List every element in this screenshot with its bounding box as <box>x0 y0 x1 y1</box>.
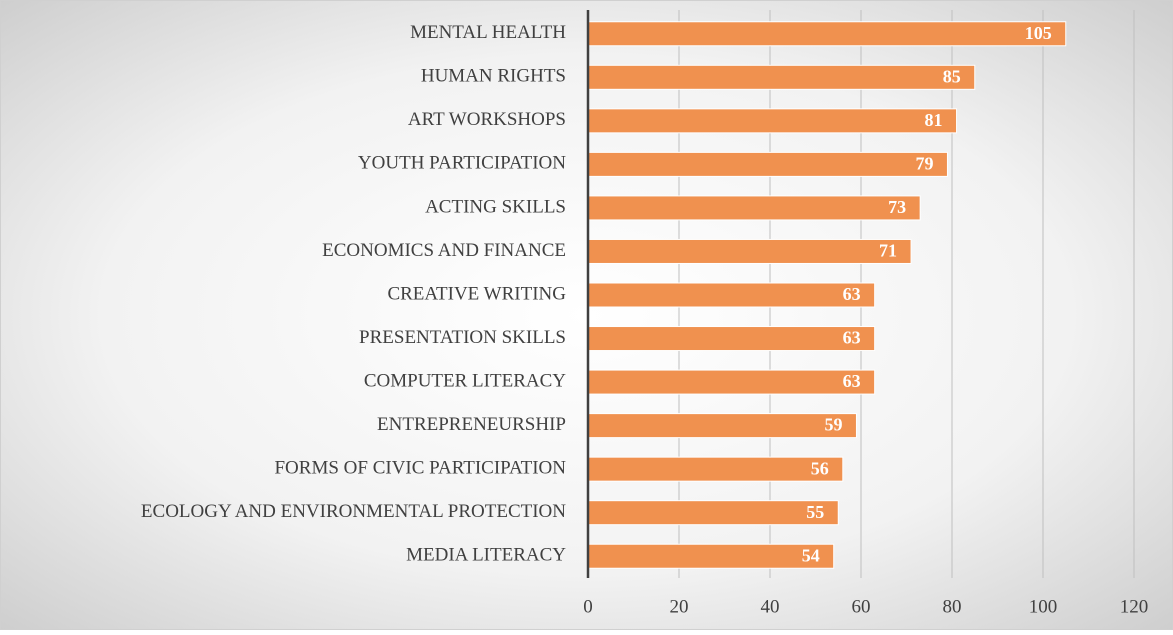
y-tick-label: COMPUTER LITERACY <box>364 370 566 391</box>
bar <box>587 195 921 221</box>
y-tick-label: HUMAN RIGHTS <box>421 66 566 87</box>
y-tick-label: ECOLOGY AND ENVIRONMENTAL PROTECTION <box>141 501 566 522</box>
bar <box>587 543 835 569</box>
value-label: 55 <box>806 502 824 522</box>
x-tick-label: 20 <box>670 596 689 617</box>
bar <box>587 21 1067 47</box>
bar <box>587 151 948 177</box>
value-label: 54 <box>802 545 820 565</box>
bar <box>587 500 839 526</box>
value-label: 71 <box>879 241 897 261</box>
value-label: 63 <box>843 371 861 391</box>
bar <box>587 369 876 395</box>
value-label: 63 <box>843 284 861 304</box>
bar <box>587 64 976 90</box>
x-tick-label: 60 <box>852 596 871 617</box>
bar <box>587 238 912 264</box>
y-tick-label: ACTING SKILLS <box>425 196 566 217</box>
x-tick-label: 0 <box>583 596 593 617</box>
x-tick-label: 40 <box>761 596 780 617</box>
value-label: 63 <box>843 328 861 348</box>
bar <box>587 282 876 308</box>
bar <box>587 326 876 352</box>
bar <box>587 413 857 439</box>
x-tick-label: 80 <box>943 596 962 617</box>
y-tick-label: ART WORKSHOPS <box>408 109 566 130</box>
value-label: 73 <box>888 197 906 217</box>
x-tick-label: 120 <box>1120 596 1149 617</box>
value-label: 56 <box>811 458 829 478</box>
y-tick-label: FORMS OF CIVIC PARTICIPATION <box>274 458 566 479</box>
bar <box>587 456 844 482</box>
y-tick-label: ENTREPRENEURSHIP <box>377 414 566 435</box>
value-label: 85 <box>943 66 961 86</box>
value-label: 79 <box>915 154 933 174</box>
x-tick-label: 100 <box>1029 596 1058 617</box>
value-label: 105 <box>1025 23 1052 43</box>
y-tick-label: PRESENTATION SKILLS <box>359 327 566 348</box>
y-tick-label: CREATIVE WRITING <box>387 283 566 304</box>
value-label: 81 <box>925 110 943 130</box>
y-tick-label: MENTAL HEALTH <box>410 22 566 43</box>
value-label: 59 <box>824 415 842 435</box>
bar <box>587 108 958 134</box>
y-tick-label: ECONOMICS AND FINANCE <box>322 240 566 261</box>
y-tick-label: MEDIA LITERACY <box>406 545 566 566</box>
y-tick-label: YOUTH PARTICIPATION <box>358 153 566 174</box>
